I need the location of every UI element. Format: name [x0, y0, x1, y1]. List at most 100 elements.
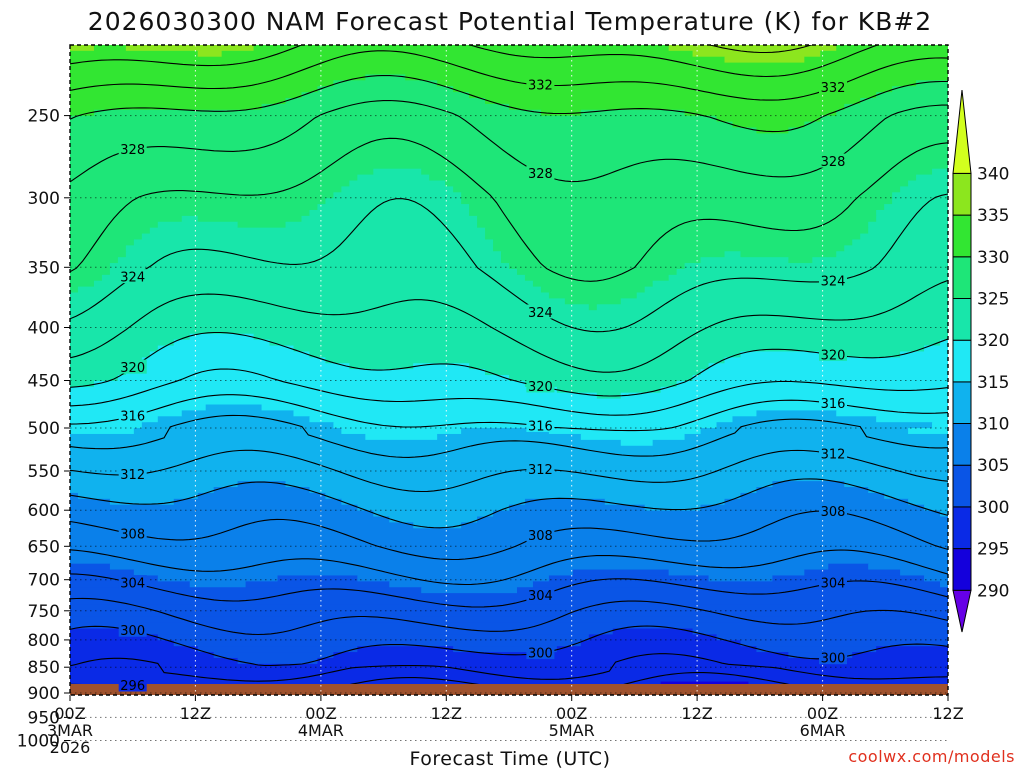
- temperature-band-cell: [868, 487, 948, 494]
- colorbar-label: 315: [977, 373, 1009, 393]
- temperature-band-cell: [70, 245, 127, 252]
- temperature-band-cell: [509, 504, 646, 512]
- contour-label-bg: [819, 79, 847, 94]
- y-tick-label: 500: [28, 419, 60, 439]
- temperature-band-cell: [70, 198, 327, 205]
- contour-label: 320: [821, 348, 846, 363]
- temperature-band-cell: [676, 268, 948, 276]
- temperature-band-cell: [70, 510, 374, 518]
- contour-label: 316: [528, 420, 553, 435]
- temperature-band-cell: [756, 410, 837, 417]
- temperature-band-cell: [477, 516, 948, 523]
- contour-label-bg: [118, 622, 147, 637]
- temperature-band-cell: [509, 103, 845, 111]
- temperature-band-cell: [692, 375, 948, 382]
- temperature-band-cell: [125, 251, 502, 258]
- contour-label-bg: [118, 466, 147, 481]
- temperature-band-cell: [285, 221, 478, 229]
- temperature-band-cell: [756, 127, 789, 134]
- contour-label-bg: [118, 408, 147, 423]
- credit-link[interactable]: coolwx.com/models: [848, 747, 1015, 766]
- temperature-band-cell: [157, 345, 295, 353]
- temperature-band-cell: [213, 487, 311, 494]
- y-tick-label: 950: [28, 708, 60, 728]
- temperature-band-cell: [205, 404, 263, 411]
- temperature-band-cell: [70, 80, 334, 87]
- temperature-band-cell: [309, 699, 549, 705]
- temperature-band-cell: [253, 333, 948, 341]
- temperature-band-cell: [93, 109, 542, 117]
- temperature-band-cell: [325, 198, 462, 205]
- temperature-band-cell: [636, 292, 948, 299]
- colorbar-label: 340: [977, 164, 1009, 184]
- contour-line-316: [70, 394, 948, 432]
- temperature-band-cell: [453, 186, 901, 193]
- x-tick-label: 2026: [50, 738, 91, 757]
- temperature-band-cell: [740, 251, 837, 258]
- temperature-band-cell: [125, 369, 486, 376]
- contour-label-bg: [526, 461, 555, 476]
- temperature-band-cell: [700, 257, 789, 264]
- temperature-band-cell: [157, 575, 279, 582]
- temperature-band-cell: [70, 204, 319, 211]
- temperature-band-cell: [532, 581, 941, 588]
- temperature-band-cell: [868, 227, 948, 235]
- temperature-band-cell: [125, 245, 494, 252]
- temperature-band-cell: [876, 416, 948, 423]
- temperature-band-cell: [293, 410, 758, 417]
- contour-line-314: [70, 414, 948, 458]
- temperature-band-cell: [868, 705, 901, 711]
- temperature-band-cell: [876, 92, 948, 99]
- temperature-band-cell: [701, 741, 789, 747]
- colorbar-segment: [952, 423, 972, 466]
- temperature-band-cell: [70, 646, 199, 653]
- temperature-band-cell: [461, 428, 550, 435]
- temperature-band-cell: [157, 416, 311, 423]
- temperature-band-cell: [716, 634, 948, 641]
- contour-label-bg: [819, 446, 847, 461]
- temperature-band-cell: [149, 227, 486, 235]
- temperature-band-cell: [333, 192, 462, 199]
- temperature-band-cell: [844, 103, 948, 111]
- temperature-band-cell: [70, 127, 758, 134]
- temperature-band-cell: [93, 380, 526, 388]
- colorbar-label: 335: [977, 206, 1009, 226]
- temperature-band-cell: [485, 369, 702, 376]
- temperature-band-cell: [477, 215, 877, 223]
- temperature-band-cell: [221, 50, 694, 58]
- temperature-band-cell: [501, 251, 726, 258]
- colorbar-segment: [952, 381, 972, 424]
- temperature-band-cell: [604, 498, 726, 506]
- temperature-band-cell: [421, 168, 933, 176]
- contour-label: 304: [528, 589, 553, 604]
- ground-strip: [70, 684, 948, 695]
- contour-label-bg: [526, 587, 555, 602]
- contour-label-bg: [118, 141, 147, 156]
- temperature-band-cell: [93, 45, 127, 52]
- isentrope-contours: [70, 45, 948, 695]
- temperature-band-cell: [556, 646, 758, 653]
- temperature-band-cell: [309, 209, 470, 217]
- temperature-band-cell: [461, 192, 893, 199]
- contour-label-bg: [526, 165, 555, 180]
- temperature-band-cell: [70, 74, 366, 81]
- temperature-band-cell: [317, 657, 948, 665]
- contour-label: 304: [120, 577, 145, 592]
- temperature-band-cell: [70, 310, 948, 317]
- temperature-band-cell: [70, 746, 382, 752]
- temperature-band-cell: [70, 669, 948, 677]
- temperature-band-cell: [157, 634, 590, 641]
- temperature-band-cell: [70, 741, 406, 747]
- temperature-band-cell: [908, 180, 948, 187]
- temperature-band-cell: [357, 174, 430, 182]
- temperature-band-cell: [445, 180, 909, 187]
- contour-label: 304: [821, 577, 846, 592]
- temperature-band-cell: [70, 451, 948, 459]
- temperature-band-cell: [676, 380, 948, 388]
- colorbar-label: 290: [977, 581, 1009, 601]
- temperature-band-cell: [133, 569, 574, 577]
- temperature-band-cell: [804, 56, 948, 64]
- temperature-band-cell: [493, 239, 853, 246]
- temperature-band-cell: [70, 345, 159, 353]
- temperature-band-cell: [70, 115, 718, 123]
